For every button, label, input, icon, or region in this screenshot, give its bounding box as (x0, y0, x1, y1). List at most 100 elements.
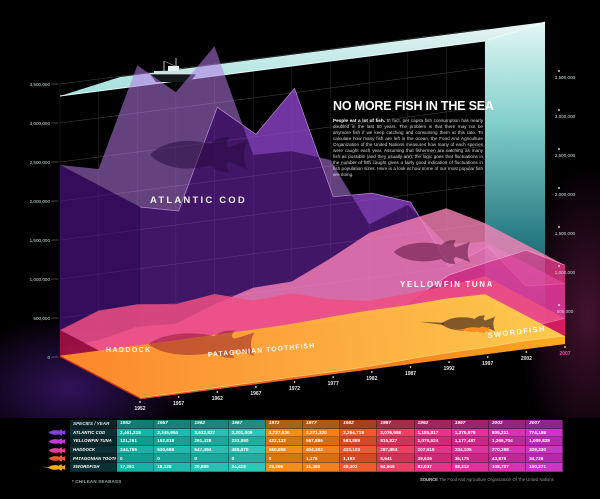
table-value-cell: 0 (154, 454, 192, 463)
table-value-cell: 5,641 (377, 454, 415, 463)
right-axis-tick-dot (558, 265, 560, 267)
year-label-2007: 2007 (559, 351, 570, 357)
legend-fish-icon (38, 445, 70, 455)
left-axis-tick-label: 3,000,000 (30, 121, 51, 126)
table-value-cell: 0 (191, 454, 229, 463)
year-column-header: 1992 (414, 420, 452, 429)
table-value-cell: 88,212 (451, 462, 489, 472)
year-label-1972: 1972 (289, 386, 300, 392)
legend-fish-icon (38, 428, 70, 438)
year-column-header: 2002 (488, 420, 527, 429)
table-value-cell: 17,261 (117, 462, 155, 472)
fish-icon (48, 438, 66, 445)
tuna-silhouette (393, 240, 471, 264)
table-value-cell: 270,298 (488, 445, 527, 455)
left-axis-tick-label: 2,000,000 (30, 199, 51, 204)
year-tick-dot (409, 366, 412, 368)
fishing-boat-illustration (150, 58, 196, 82)
table-value-cell: 815,827 (377, 437, 415, 446)
page-title: NO MORE FISH IN THE SEA (333, 99, 494, 113)
grid-line-horizontal (59, 28, 486, 85)
year-tick-dot (139, 401, 141, 403)
fish-body (462, 326, 490, 333)
legend-fish-icon (38, 462, 70, 472)
table-value-cell: 1,009,828 (526, 437, 564, 446)
year-column-header: 1962 (191, 420, 229, 429)
table-value-cell: 2,254,718 (340, 428, 378, 438)
right-axis-tick-dot (558, 109, 560, 111)
footnote: * CHILEAN SEABASS (72, 479, 122, 484)
table-value-cell: 0 (117, 454, 155, 463)
year-column-header: 2007 (526, 420, 564, 429)
table-value-cell: 530,688 (154, 445, 192, 455)
table-value-cell: 329,330 (526, 445, 564, 455)
left-axis-tick-label: 0 (47, 355, 50, 360)
table-value-cell: 29,386 (265, 462, 303, 472)
year-tick-dot (486, 356, 489, 358)
species-row-label: ATLANTIC COD (70, 428, 117, 438)
table-value-cell: 1,266,704 (488, 437, 527, 446)
table-value-cell: 344,755 (117, 445, 155, 455)
fish-bill (419, 321, 444, 325)
table-value-cell: 83,037 (414, 462, 452, 472)
table-value-cell: 108,707 (488, 462, 527, 472)
table-value-cell: 24,418 (228, 462, 266, 472)
table-value-cell: 422,133 (265, 437, 303, 446)
right-axis-tick-dot (558, 226, 560, 228)
table-value-cell: 567,886 (302, 437, 341, 446)
year-column-header: 1967 (228, 420, 266, 429)
table-value-cell: 0 (228, 454, 266, 463)
ribbon-top-atlantic-cod (60, 46, 565, 287)
fish-icon (48, 455, 66, 462)
table-value-cell: 547,494 (191, 445, 229, 455)
table-value-cell: 1,177,487 (451, 437, 489, 446)
table-value-cell: 1,193 (340, 454, 378, 463)
right-axis-tick-dot (558, 148, 560, 150)
year-tick-dot (525, 351, 528, 353)
table-value-cell: 583,889 (340, 437, 378, 446)
ribbon-edge-4 (139, 335, 566, 399)
table-value-cell: 1,178 (302, 454, 341, 463)
year-column-header: 1987 (377, 420, 415, 429)
wall-top-edge (484, 21, 546, 42)
species-row-label: YELLOWFIN TUNA (70, 437, 117, 446)
table-value-cell: 2,271,320 (302, 428, 341, 438)
species-row-label: HADDOCK (70, 445, 117, 455)
table-value-cell: 121,261 (117, 437, 155, 446)
table-value-cell: 287,894 (377, 445, 415, 455)
year-tick-dot (293, 381, 296, 383)
table-value-cell: 805,211 (488, 428, 527, 438)
year-label-1967: 1967 (250, 391, 261, 397)
table-value-cell: 2,461,215 (117, 428, 155, 438)
year-column-header: 1957 (154, 420, 192, 429)
table-value-cell: 233,880 (228, 437, 266, 446)
right-axis-tick-label: 1,500,000 (555, 231, 576, 236)
table-value-cell: 3,201,009 (228, 428, 266, 438)
table-value-cell: 550,868 (265, 445, 303, 455)
legend-fish-icon (38, 437, 70, 446)
table-value-cell: 18,128 (154, 462, 192, 472)
haddock-silhouette (148, 330, 255, 358)
table-value-cell: 1,076,524 (414, 437, 452, 446)
fish-icon (41, 464, 66, 471)
table-value-cell: 100,271 (526, 462, 564, 472)
year-label-2002: 2002 (521, 356, 532, 362)
year-label-1992: 1992 (444, 366, 455, 372)
year-column-header: 1972 (265, 420, 303, 429)
year-tick-dot (332, 376, 335, 378)
year-tick-dot (564, 346, 566, 348)
surface-front-edge (59, 40, 486, 97)
table-value-cell: 404,302 (302, 445, 341, 455)
right-axis-tick-label: 2,000,000 (555, 192, 576, 197)
table-value-cell: 43,876 (488, 454, 527, 463)
year-label-1962: 1962 (212, 396, 223, 402)
intro-rest: In fact, per capita fish consumption has… (333, 118, 484, 177)
right-axis-tick-label: 3,000,000 (555, 114, 576, 119)
table-value-cell: 0 (265, 454, 303, 463)
fish-icon (48, 429, 66, 436)
year-label-1957: 1957 (173, 401, 184, 407)
left-axis-tick-label: 3,500,000 (30, 82, 51, 87)
fish-body (148, 330, 255, 358)
source-text: The Food And Agriculture Organization Of… (437, 477, 554, 482)
